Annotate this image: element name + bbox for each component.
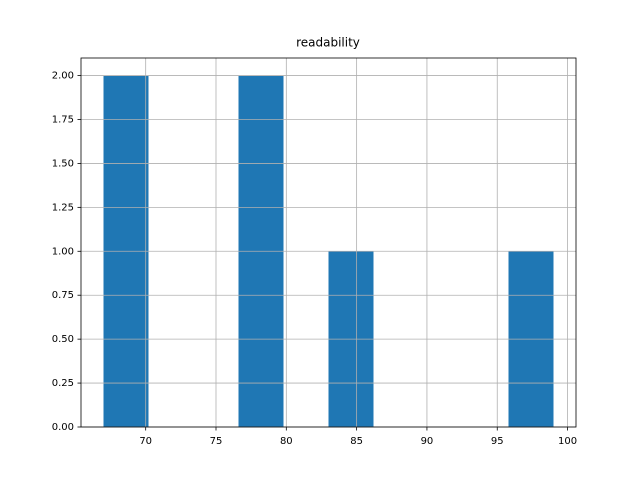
x-tick-label: 85 xyxy=(350,436,363,447)
axes-frame xyxy=(80,57,577,428)
y-tick-label: 1.25 xyxy=(52,202,74,213)
x-tick-label: 100 xyxy=(558,436,577,447)
y-tick-label: 1.00 xyxy=(52,246,74,257)
y-tick-label: 0.75 xyxy=(52,290,74,301)
y-tick-label: 1.75 xyxy=(52,115,74,126)
y-tick-label: 0.50 xyxy=(52,334,74,345)
x-tick-label: 80 xyxy=(280,436,293,447)
x-tick-label: 95 xyxy=(491,436,504,447)
chart-title: readability xyxy=(296,36,360,50)
y-tick-label: 2.00 xyxy=(52,71,74,82)
x-tick-label: 90 xyxy=(421,436,434,447)
x-tick-label: 75 xyxy=(210,436,223,447)
y-tick-label: 0.00 xyxy=(52,422,74,433)
y-tick-label: 1.50 xyxy=(52,158,74,169)
y-tick-label: 0.25 xyxy=(52,378,74,389)
x-tick-label: 70 xyxy=(139,436,152,447)
